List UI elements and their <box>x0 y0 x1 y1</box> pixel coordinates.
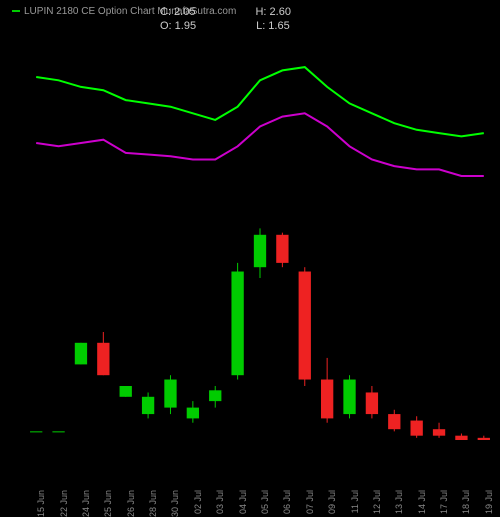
low-value: L: 1.65 <box>256 20 290 32</box>
high-value: H: 2.60 <box>255 6 290 18</box>
legend-tick <box>12 10 20 12</box>
close-value: C: 2.05 <box>160 6 195 18</box>
x-tick-label: 15 Jun <box>36 490 46 517</box>
x-tick-label: 12 Jul <box>372 490 382 514</box>
ohlc-row-1: C: 2.05 H: 2.60 <box>160 6 291 18</box>
x-axis-labels: 15 Jun22 Jun24 Jun25 Jun26 Jun28 Jun30 J… <box>25 444 495 492</box>
x-tick-label: 02 Jul <box>193 490 203 514</box>
x-tick-label: 14 Jul <box>417 490 427 514</box>
chart-plot <box>25 44 495 440</box>
x-tick-label: 13 Jul <box>394 490 404 514</box>
x-tick-label: 26 Jun <box>126 490 136 517</box>
open-value: O: 1.95 <box>160 20 196 32</box>
x-tick-label: 11 Jul <box>350 490 360 513</box>
x-tick-label: 18 Jul <box>461 490 471 514</box>
x-tick-label: 19 Jul <box>484 490 494 514</box>
x-tick-label: 24 Jun <box>81 490 91 517</box>
ohlc-row-2: O: 1.95 L: 1.65 <box>160 20 290 32</box>
x-tick-label: 05 Jul <box>260 490 270 514</box>
x-tick-label: 17 Jul <box>439 490 449 514</box>
x-tick-label: 22 Jun <box>59 490 69 517</box>
x-tick-label: 25 Jun <box>103 490 113 517</box>
x-tick-label: 03 Jul <box>215 490 225 514</box>
x-tick-label: 06 Jul <box>282 490 292 514</box>
x-tick-label: 07 Jul <box>305 490 315 514</box>
x-tick-label: 04 Jul <box>238 490 248 514</box>
x-tick-label: 09 Jul <box>327 490 337 514</box>
x-tick-label: 28 Jun <box>148 490 158 517</box>
chart-svg <box>25 44 495 440</box>
x-tick-label: 30 Jun <box>170 490 180 517</box>
